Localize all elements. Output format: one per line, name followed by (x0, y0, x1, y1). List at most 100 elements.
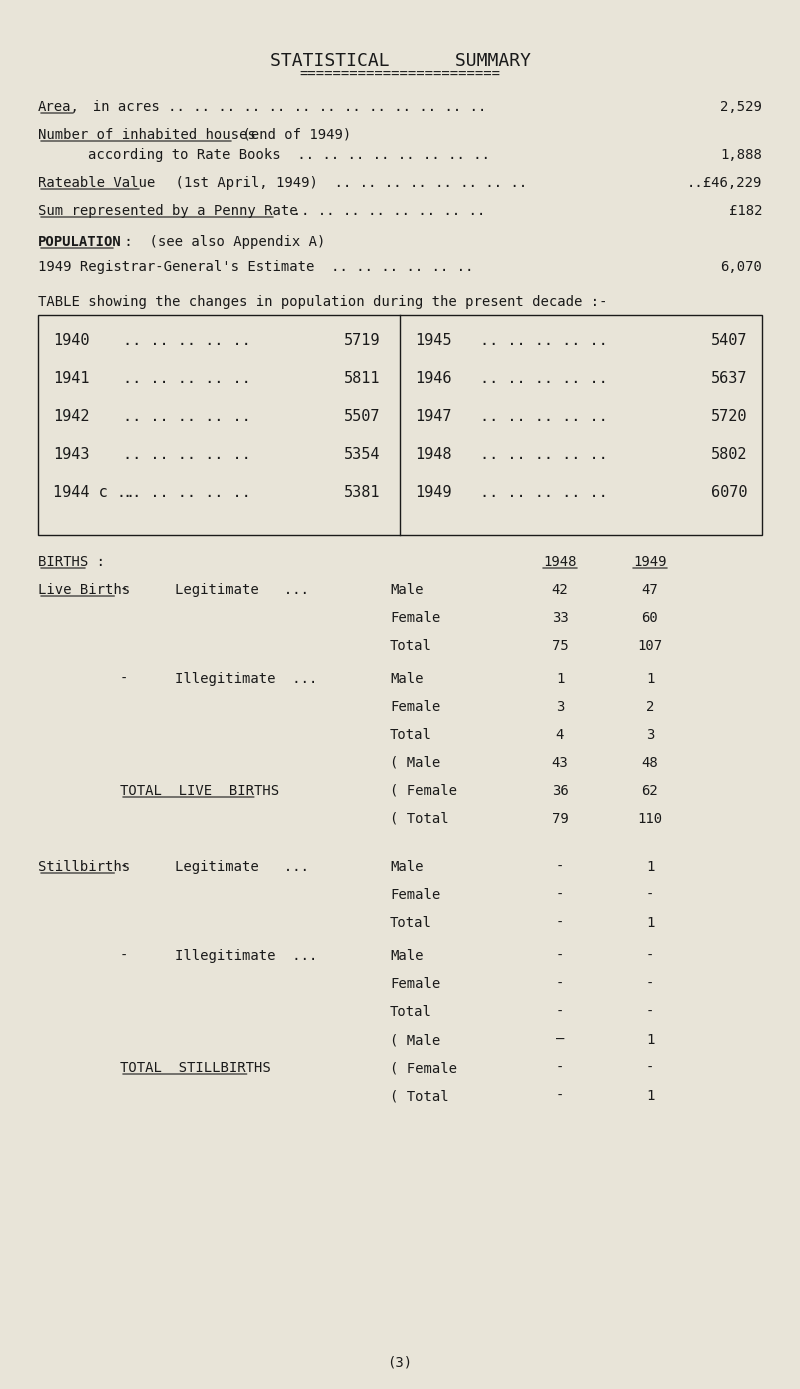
Text: in acres .. .. .. .. .. .. .. .. .. .. .. .. ..: in acres .. .. .. .. .. .. .. .. .. .. .… (76, 100, 486, 114)
Text: 1943: 1943 (53, 447, 90, 463)
Text: Illegitimate  ...: Illegitimate ... (175, 672, 318, 686)
Text: 1: 1 (646, 915, 654, 931)
Text: 1: 1 (646, 672, 654, 686)
Text: Total: Total (390, 639, 432, 653)
Text: ========================: ======================== (299, 68, 501, 82)
Text: -: - (556, 915, 564, 931)
Text: (end of 1949): (end of 1949) (234, 128, 351, 142)
Text: 5381: 5381 (343, 485, 380, 500)
Text: 5507: 5507 (343, 408, 380, 424)
Text: Male: Male (390, 672, 423, 686)
Text: 5720: 5720 (710, 408, 747, 424)
Text: BIRTHS :: BIRTHS : (38, 556, 105, 569)
Text: 6070: 6070 (710, 485, 747, 500)
Text: Sum represented by a Penny Rate: Sum represented by a Penny Rate (38, 204, 298, 218)
Text: 36: 36 (552, 783, 568, 799)
Text: TABLE showing the changes in population during the present decade :-: TABLE showing the changes in population … (38, 294, 607, 308)
Text: Rateable Value: Rateable Value (38, 176, 155, 190)
Text: STATISTICAL      SUMMARY: STATISTICAL SUMMARY (270, 51, 530, 69)
Text: Live Births: Live Births (38, 583, 130, 597)
Text: Area,: Area, (38, 100, 80, 114)
Text: 107: 107 (638, 639, 662, 653)
Text: ( Total: ( Total (390, 813, 449, 826)
Text: 1947: 1947 (415, 408, 451, 424)
Text: 1949 Registrar-General's Estimate  .. .. .. .. .. ..: 1949 Registrar-General's Estimate .. .. … (38, 260, 474, 274)
Text: -: - (120, 672, 128, 686)
Text: 2: 2 (646, 700, 654, 714)
Text: Male: Male (390, 949, 423, 963)
Text: 1945: 1945 (415, 333, 451, 349)
Text: .. .. .. .. ..: .. .. .. .. .. (480, 408, 608, 424)
Text: Total: Total (390, 915, 432, 931)
Text: Illegitimate  ...: Illegitimate ... (175, 949, 318, 963)
Text: 1: 1 (556, 672, 564, 686)
Text: .. .. .. .. ..: .. .. .. .. .. (480, 371, 608, 386)
Text: .. .. .. .. ..: .. .. .. .. .. (480, 485, 608, 500)
Text: 5407: 5407 (710, 333, 747, 349)
Text: 33: 33 (552, 611, 568, 625)
Text: 6,070: 6,070 (720, 260, 762, 274)
Text: .. .. .. .. .. .. .. ..: .. .. .. .. .. .. .. .. (276, 204, 486, 218)
Text: 1946: 1946 (415, 371, 451, 386)
Text: 1: 1 (646, 860, 654, 874)
Text: .. .. .. .. ..: .. .. .. .. .. (123, 371, 250, 386)
Text: -: - (646, 1006, 654, 1020)
Text: Male: Male (390, 860, 423, 874)
Text: Legitimate   ...: Legitimate ... (175, 860, 309, 874)
Text: -: - (120, 949, 128, 963)
Text: TOTAL  LIVE  BIRTHS: TOTAL LIVE BIRTHS (120, 783, 279, 799)
Text: -: - (556, 1061, 564, 1075)
Text: 110: 110 (638, 813, 662, 826)
Text: 1944 c ..: 1944 c .. (53, 485, 135, 500)
Text: .. .. .. .. ..: .. .. .. .. .. (480, 447, 608, 463)
Text: 62: 62 (642, 783, 658, 799)
Text: 2,529: 2,529 (720, 100, 762, 114)
Text: 42: 42 (552, 583, 568, 597)
Text: .. .. .. .. ..: .. .. .. .. .. (123, 333, 250, 349)
Text: Total: Total (390, 1006, 432, 1020)
Text: ( Male: ( Male (390, 1033, 440, 1047)
Text: .. .. .. .. ..: .. .. .. .. .. (123, 408, 250, 424)
Text: —: — (556, 1033, 564, 1047)
Text: -: - (556, 976, 564, 990)
Text: Female: Female (390, 700, 440, 714)
Text: 1949: 1949 (634, 556, 666, 569)
Text: -: - (646, 949, 654, 963)
Text: .. .. .. .. ..: .. .. .. .. .. (123, 485, 250, 500)
Text: -: - (556, 949, 564, 963)
Text: 5719: 5719 (343, 333, 380, 349)
Text: Female: Female (390, 976, 440, 990)
Text: 79: 79 (552, 813, 568, 826)
Text: -: - (556, 1006, 564, 1020)
Text: ( Female: ( Female (390, 783, 457, 799)
Text: 1: 1 (646, 1089, 654, 1103)
Text: -: - (556, 888, 564, 901)
Text: according to Rate Books  .. .. .. .. .. .. .. ..: according to Rate Books .. .. .. .. .. .… (88, 149, 490, 163)
Text: ( Female: ( Female (390, 1061, 457, 1075)
Bar (38, 315, 762, 535)
Text: Number of inhabited houses: Number of inhabited houses (38, 128, 256, 142)
Text: 1: 1 (646, 1033, 654, 1047)
Text: 3: 3 (556, 700, 564, 714)
Text: TOTAL  STILLBIRTHS: TOTAL STILLBIRTHS (120, 1061, 270, 1075)
Text: -: - (120, 583, 128, 597)
Text: ( Total: ( Total (390, 1089, 449, 1103)
Text: 1949: 1949 (415, 485, 451, 500)
Text: 1941: 1941 (53, 371, 90, 386)
Text: .. .. .. .. ..: .. .. .. .. .. (480, 333, 608, 349)
Text: (3): (3) (387, 1356, 413, 1370)
Text: 47: 47 (642, 583, 658, 597)
Text: ..£46,229: ..£46,229 (686, 176, 762, 190)
Text: 1948: 1948 (543, 556, 577, 569)
Text: 1948: 1948 (415, 447, 451, 463)
Text: :  (see also Appendix A): : (see also Appendix A) (116, 235, 326, 249)
Text: 5811: 5811 (343, 371, 380, 386)
Text: Total: Total (390, 728, 432, 742)
Text: Male: Male (390, 583, 423, 597)
Text: POPULATION: POPULATION (38, 235, 122, 249)
Text: 1,888: 1,888 (720, 149, 762, 163)
Text: 75: 75 (552, 639, 568, 653)
Text: (1st April, 1949)  .. .. .. .. .. .. .. ..: (1st April, 1949) .. .. .. .. .. .. .. .… (142, 176, 527, 190)
Text: Female: Female (390, 888, 440, 901)
Text: -: - (646, 1061, 654, 1075)
